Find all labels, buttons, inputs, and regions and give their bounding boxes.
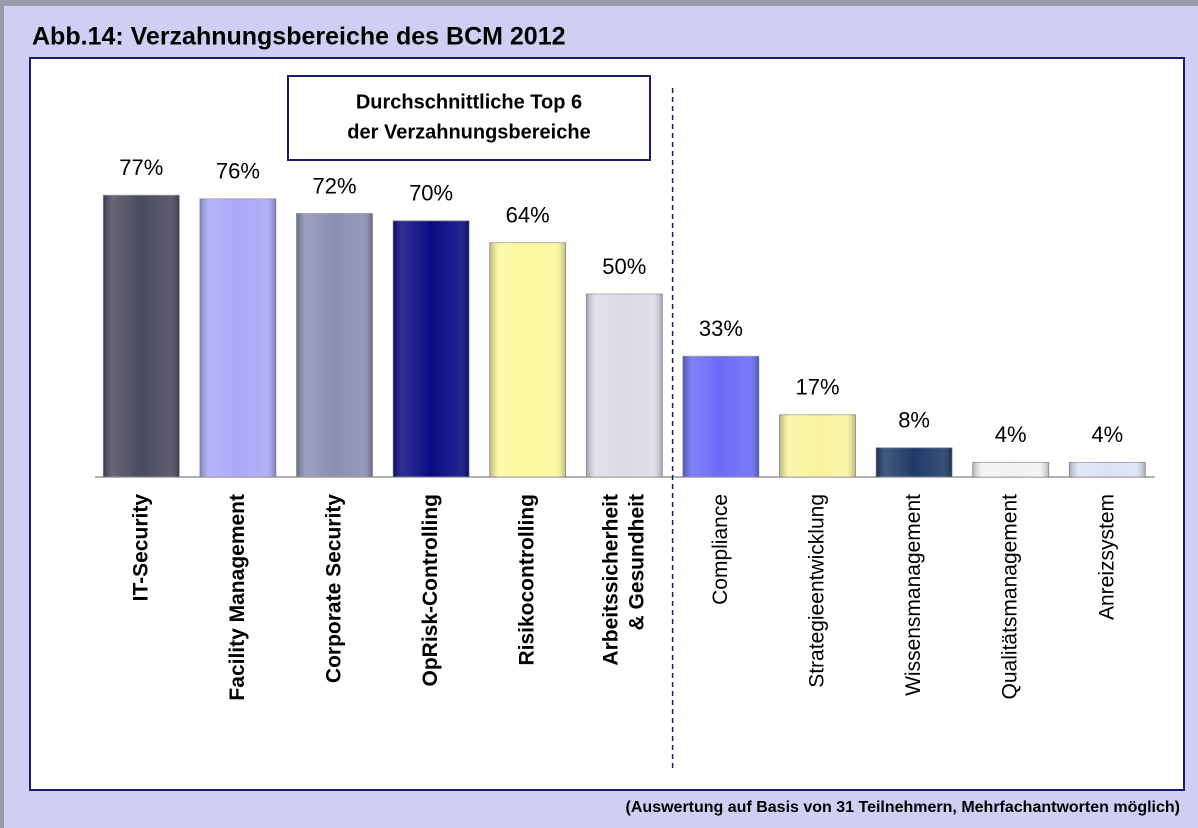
x-tick-label: OpRisk-Controlling xyxy=(419,494,442,687)
bar-shine xyxy=(393,220,470,478)
value-label: 33% xyxy=(699,316,743,341)
bar-shine xyxy=(1069,462,1146,477)
x-tick-label: Compliance xyxy=(708,494,731,605)
bar-shine xyxy=(199,198,276,477)
value-label: 76% xyxy=(216,159,260,184)
x-tick-label: Wissensmanagement xyxy=(902,494,925,696)
annotation: Durchschnittliche Top 6 xyxy=(356,91,582,113)
value-label: 4% xyxy=(995,422,1027,447)
value-label: 64% xyxy=(506,203,550,228)
bar-shine xyxy=(779,414,856,477)
left-border xyxy=(0,0,4,828)
top-border xyxy=(0,0,1198,6)
annotation: der Verzahnungsbereiche xyxy=(347,121,590,143)
bar-shine xyxy=(682,356,759,477)
x-tick-label: Corporate Security xyxy=(322,494,345,683)
bar-shine xyxy=(972,462,1049,477)
annotation-box xyxy=(287,75,651,161)
chart-title: Abb.14: Verzahnungsbereiche des BCM 2012 xyxy=(32,23,566,51)
x-tick-label: Facility Management xyxy=(225,494,248,701)
x-tick-label: Anreizsystem xyxy=(1095,494,1118,620)
bar-shine xyxy=(876,447,953,477)
x-tick-label: Arbeitssicherheit & Gesundheit xyxy=(599,494,648,666)
bar-shine xyxy=(489,242,566,477)
x-tick-label: Risikocontrolling xyxy=(515,494,538,666)
x-tick-label: Qualitätsmanagement xyxy=(998,494,1021,700)
value-label: 17% xyxy=(795,375,839,400)
value-label: 50% xyxy=(602,254,646,279)
footnote: (Auswertung auf Basis von 31 Teilnehmern… xyxy=(626,799,1180,816)
value-label: 4% xyxy=(1091,422,1123,447)
bar-shine xyxy=(586,294,663,477)
bar-shine xyxy=(296,213,373,478)
value-label: 70% xyxy=(409,181,453,206)
value-label: 77% xyxy=(119,155,163,180)
bar-shine xyxy=(103,195,180,477)
value-label: 8% xyxy=(898,408,930,433)
x-tick-label: Strategieentwicklung xyxy=(805,494,828,688)
value-label: 72% xyxy=(312,173,356,198)
x-tick-label: IT-Security xyxy=(129,494,152,602)
